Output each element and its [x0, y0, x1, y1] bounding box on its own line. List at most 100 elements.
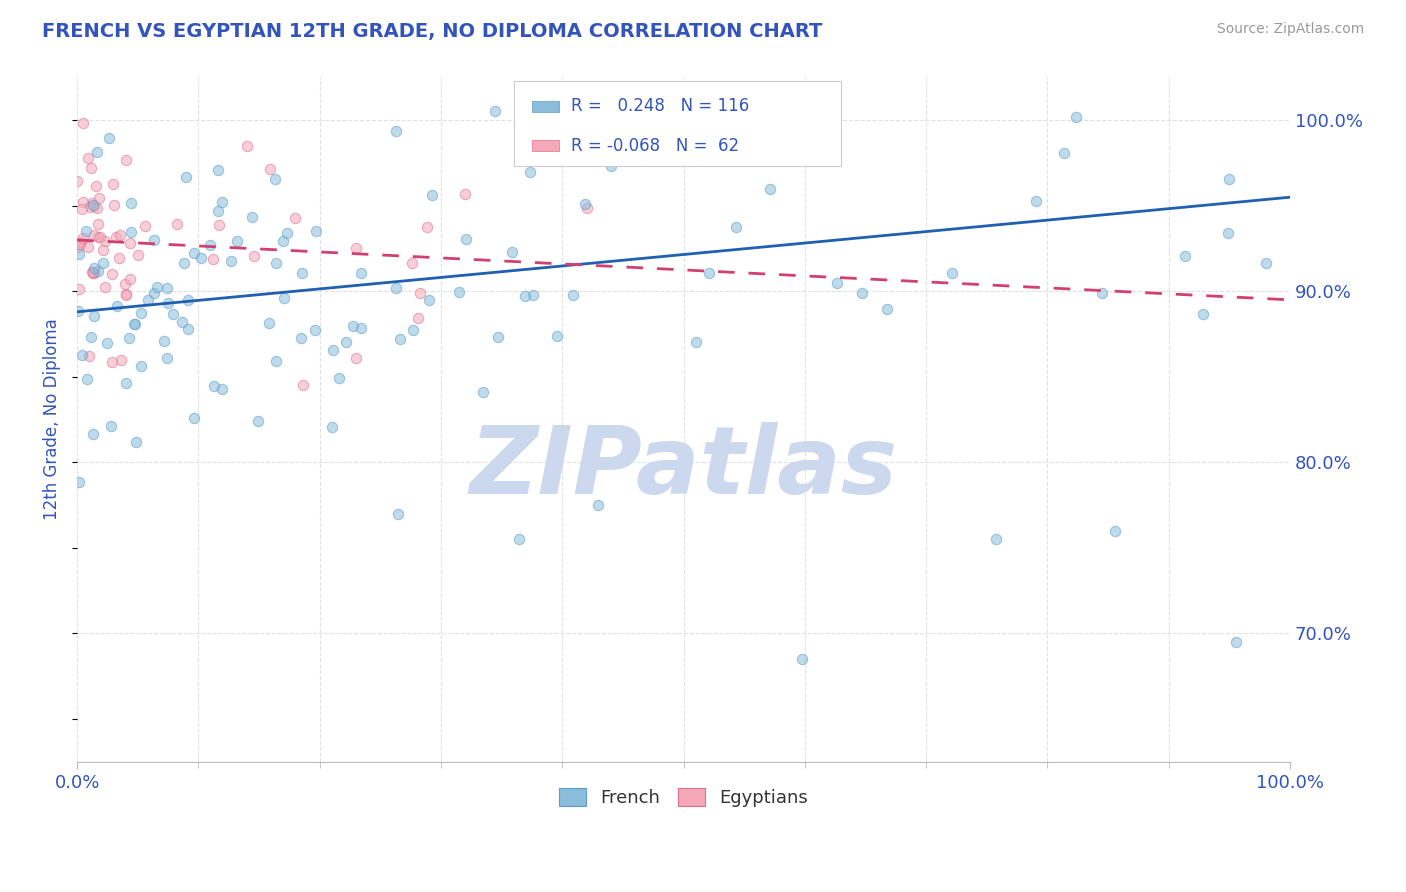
Legend: French, Egyptians: French, Egyptians — [551, 780, 815, 814]
Point — [264, 172, 287, 186]
Point — [546, 328, 568, 343]
Point — [561, 288, 583, 302]
Point — [120, 235, 142, 250]
Point — [104, 229, 127, 244]
Point — [456, 232, 478, 246]
Point — [389, 332, 412, 346]
Point — [276, 226, 298, 240]
Point — [342, 319, 364, 334]
Point — [105, 299, 128, 313]
Point — [454, 187, 477, 202]
Point — [156, 351, 179, 365]
Point — [273, 291, 295, 305]
Point — [72, 194, 94, 209]
Point — [100, 419, 122, 434]
Point — [198, 237, 221, 252]
Point — [122, 317, 145, 331]
Point — [1025, 194, 1047, 208]
Point — [166, 217, 188, 231]
Point — [420, 188, 443, 202]
Point — [418, 293, 440, 307]
Bar — [531, 140, 558, 151]
Point — [70, 235, 93, 249]
Point — [70, 202, 93, 216]
Point — [519, 165, 541, 179]
Point — [588, 498, 610, 512]
Point — [207, 204, 229, 219]
Point — [291, 378, 314, 392]
Point — [724, 220, 747, 235]
Point — [91, 256, 114, 270]
Point — [211, 194, 233, 209]
Point — [80, 330, 103, 344]
Point — [120, 225, 142, 239]
Point — [1254, 256, 1277, 270]
Point — [409, 285, 432, 300]
Point — [236, 139, 259, 153]
Point — [82, 265, 104, 279]
Point — [83, 261, 105, 276]
Point — [79, 200, 101, 214]
Point — [114, 277, 136, 291]
Point — [114, 153, 136, 167]
Point — [401, 256, 423, 270]
Text: ZIPatlas: ZIPatlas — [470, 422, 897, 514]
Point — [264, 354, 287, 368]
Point — [501, 244, 523, 259]
Point — [759, 182, 782, 196]
Point — [1104, 524, 1126, 538]
Point — [156, 281, 179, 295]
Point — [83, 309, 105, 323]
Point — [190, 251, 212, 265]
Point — [76, 372, 98, 386]
Point — [264, 256, 287, 270]
Point — [208, 218, 231, 232]
Point — [173, 256, 195, 270]
Point — [471, 384, 494, 399]
Point — [416, 219, 439, 234]
Point — [349, 266, 371, 280]
Point — [72, 231, 94, 245]
Point — [66, 173, 89, 187]
Point — [110, 353, 132, 368]
Point — [162, 308, 184, 322]
Point — [134, 219, 156, 234]
Point — [82, 265, 104, 279]
Point — [1225, 635, 1247, 649]
Point — [80, 196, 103, 211]
Point — [513, 289, 536, 303]
Point — [82, 198, 104, 212]
Bar — [531, 101, 558, 112]
Point — [176, 169, 198, 184]
Point — [1218, 172, 1240, 186]
Point — [87, 191, 110, 205]
Point — [304, 322, 326, 336]
Point — [941, 266, 963, 280]
Point — [94, 234, 117, 248]
Point — [1218, 227, 1240, 241]
Point — [387, 507, 409, 521]
Point — [142, 233, 165, 247]
Point — [75, 225, 97, 239]
Point — [211, 383, 233, 397]
Point — [350, 320, 373, 334]
Point — [120, 195, 142, 210]
Point — [101, 355, 124, 369]
Point — [402, 323, 425, 337]
Point — [344, 351, 367, 366]
Point — [67, 247, 90, 261]
Point — [825, 276, 848, 290]
Point — [876, 302, 898, 317]
Point — [66, 240, 89, 254]
Point — [72, 116, 94, 130]
Point — [259, 162, 281, 177]
Point — [328, 371, 350, 385]
Point — [344, 241, 367, 255]
Point — [1064, 110, 1087, 124]
Point — [156, 296, 179, 310]
Point — [101, 267, 124, 281]
Point — [125, 434, 148, 449]
Point — [851, 285, 873, 300]
Point — [98, 131, 121, 145]
Point — [685, 334, 707, 349]
